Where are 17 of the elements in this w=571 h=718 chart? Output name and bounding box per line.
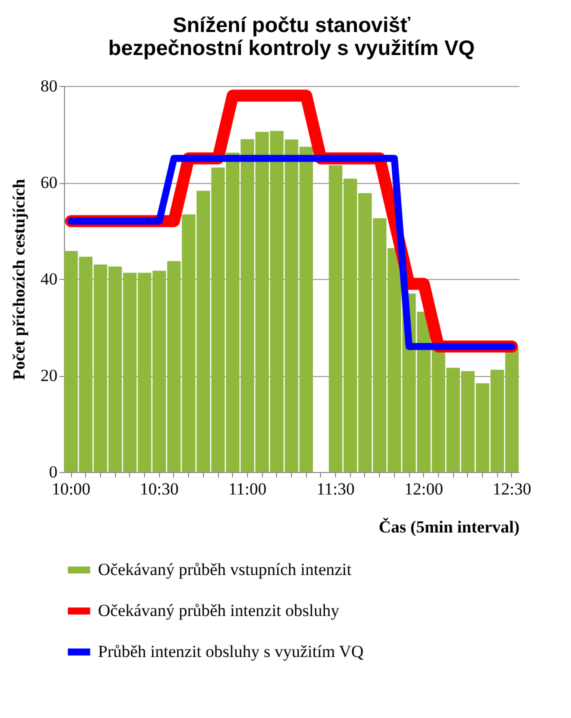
x-tick-label: 12:30	[492, 480, 532, 498]
y-tick-label: 20	[40, 366, 58, 385]
y-tick-label: 80	[40, 76, 58, 96]
x-tick-label: 10:30	[140, 480, 179, 498]
y-axis-title: Počet příchozích cestujících	[10, 178, 28, 380]
x-axis-title: Čas (5min interval)	[378, 518, 520, 536]
x-tick-label: 11:00	[228, 480, 266, 498]
legend-label: Průběh intenzit obsluhy s využitím VQ	[98, 642, 364, 661]
chart-title: Snížení počtu stanovišť bezpečnostní kontroly s využitím VQ	[108, 14, 475, 60]
legend-label: Očekávaný průběh vstupních intenzit	[98, 560, 352, 579]
y-tick-label: 40	[40, 270, 58, 288]
x-tick-label: 12:00	[404, 480, 444, 498]
y-tick-label: 0	[49, 462, 58, 482]
legend-label: Očekávaný průběh intenzit obsluhy	[98, 601, 340, 620]
x-tick-label: 11:30	[316, 480, 355, 498]
y-tick-label: 60	[40, 173, 58, 192]
x-tick-label: 10:00	[52, 480, 90, 498]
